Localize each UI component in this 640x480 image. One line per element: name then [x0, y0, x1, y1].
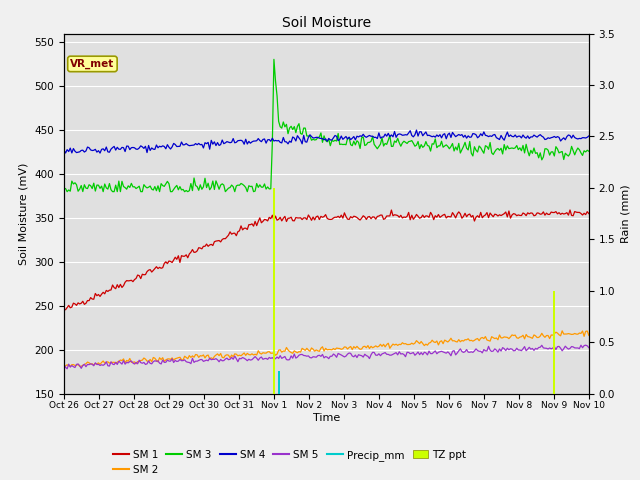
- SM 2: [490, 335, 497, 341]
- SM 4: [218, 137, 226, 143]
- SM 1: [68, 304, 76, 310]
- Line: SM 5: SM 5: [64, 345, 589, 369]
- SM 5: [63, 366, 71, 372]
- X-axis label: Time: Time: [313, 413, 340, 423]
- SM 1: [356, 217, 364, 223]
- Y-axis label: Soil Moisture (mV): Soil Moisture (mV): [19, 162, 29, 265]
- SM 4: [413, 127, 420, 133]
- SM 1: [497, 213, 505, 218]
- Line: SM 3: SM 3: [64, 60, 589, 192]
- Line: SM 4: SM 4: [64, 130, 589, 153]
- Bar: [273, 188, 275, 394]
- SM 2: [176, 354, 184, 360]
- SM 2: [67, 363, 74, 369]
- SM 4: [178, 139, 186, 145]
- Y-axis label: Rain (mm): Rain (mm): [621, 184, 630, 243]
- SM 2: [217, 351, 225, 357]
- SM 1: [61, 307, 69, 312]
- Legend: SM 1, SM 2, SM 3, SM 4, SM 5, Precip_mm, TZ ppt: SM 1, SM 2, SM 3, SM 4, SM 5, Precip_mm,…: [109, 445, 470, 479]
- Bar: [552, 291, 555, 394]
- SM 3: [68, 178, 76, 184]
- SM 5: [497, 348, 505, 354]
- SM 3: [63, 189, 71, 194]
- SM 4: [96, 150, 104, 156]
- SM 3: [585, 148, 593, 154]
- SM 1: [585, 211, 593, 216]
- SM 4: [60, 147, 68, 153]
- SM 4: [67, 145, 74, 151]
- SM 2: [558, 328, 566, 334]
- Line: SM 2: SM 2: [64, 331, 589, 367]
- SM 3: [218, 181, 226, 187]
- SM 3: [60, 186, 68, 192]
- Bar: [278, 371, 280, 394]
- SM 1: [566, 207, 574, 213]
- SM 2: [585, 333, 593, 338]
- SM 5: [178, 358, 186, 363]
- SM 2: [495, 332, 503, 338]
- SM 3: [178, 187, 186, 193]
- SM 3: [499, 151, 506, 157]
- SM 5: [68, 363, 76, 369]
- SM 1: [491, 211, 499, 217]
- SM 3: [493, 146, 500, 152]
- SM 5: [491, 346, 499, 352]
- SM 3: [358, 135, 365, 141]
- Line: SM 1: SM 1: [64, 210, 589, 310]
- Text: VR_met: VR_met: [70, 59, 115, 69]
- SM 1: [60, 306, 68, 312]
- SM 2: [355, 345, 362, 351]
- SM 4: [356, 133, 364, 139]
- SM 3: [270, 57, 278, 62]
- Title: Soil Moisture: Soil Moisture: [282, 16, 371, 30]
- SM 5: [60, 361, 68, 367]
- SM 1: [218, 237, 226, 242]
- SM 5: [582, 342, 589, 348]
- SM 5: [585, 345, 593, 350]
- SM 5: [356, 352, 364, 358]
- SM 4: [493, 135, 500, 141]
- SM 1: [178, 253, 186, 259]
- SM 4: [585, 133, 593, 139]
- SM 4: [499, 135, 506, 141]
- SM 2: [60, 364, 68, 370]
- SM 5: [218, 358, 226, 364]
